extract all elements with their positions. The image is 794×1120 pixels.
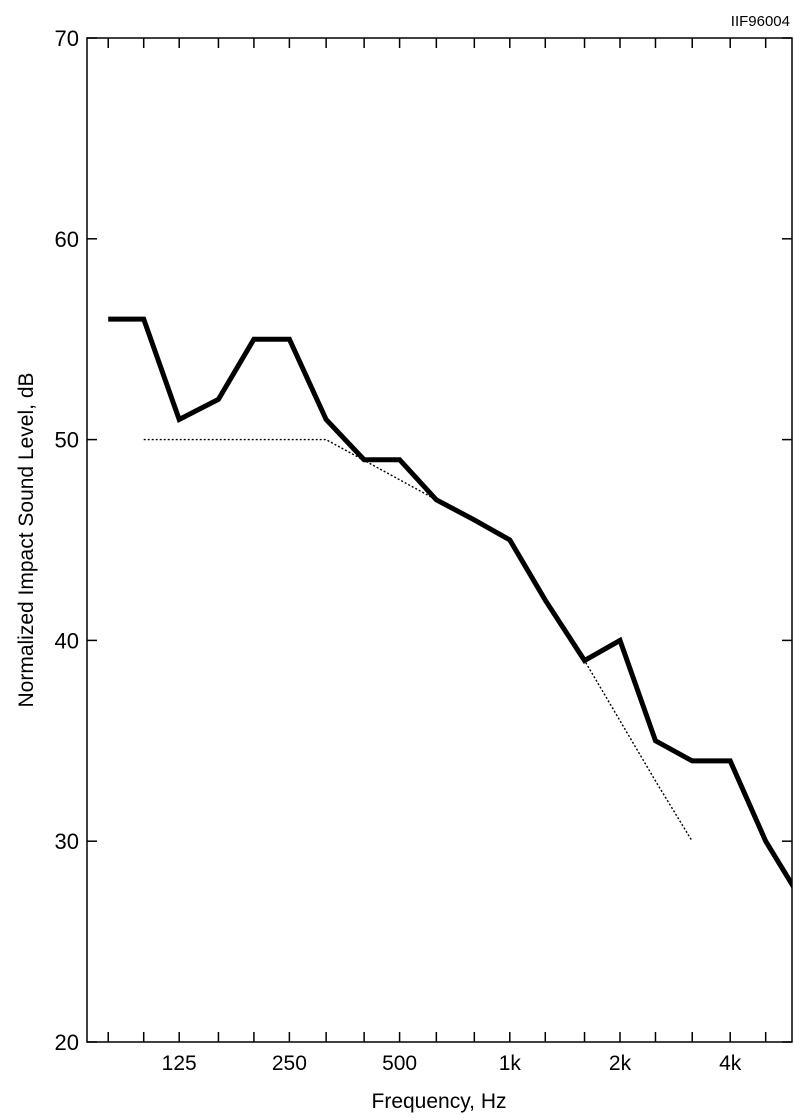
y-tick-label: 30 [55, 829, 79, 854]
y-tick-label: 50 [55, 428, 79, 453]
y-tick-label: 70 [55, 26, 79, 51]
y-tick-label: 60 [55, 227, 79, 252]
x-tick-label: 250 [272, 1052, 307, 1075]
x-tick-label: 500 [382, 1052, 417, 1075]
x-tick-label: 1k [499, 1052, 522, 1075]
y-tick-label: 20 [55, 1030, 79, 1055]
x-tick-label: 4k [719, 1052, 742, 1075]
series-line-dotted [143, 438, 693, 842]
series-layer [108, 316, 792, 890]
x-tick-label: 2k [609, 1052, 632, 1075]
corner-label: IIF96004 [731, 13, 790, 30]
series-line-solid [108, 316, 792, 890]
plot-frame [86, 37, 793, 1043]
y-tick-label: 40 [55, 628, 79, 653]
y-axis-label: Normalized Impact Sound Level, dB [15, 372, 38, 707]
axis-ticks [87, 37, 792, 1043]
x-axis-label: Frequency, Hz [372, 1090, 507, 1113]
x-tick-label: 125 [162, 1052, 197, 1075]
tick-labels: 20 30 40 50 60 70 125 250 500 1k 2k 4k [55, 26, 742, 1075]
